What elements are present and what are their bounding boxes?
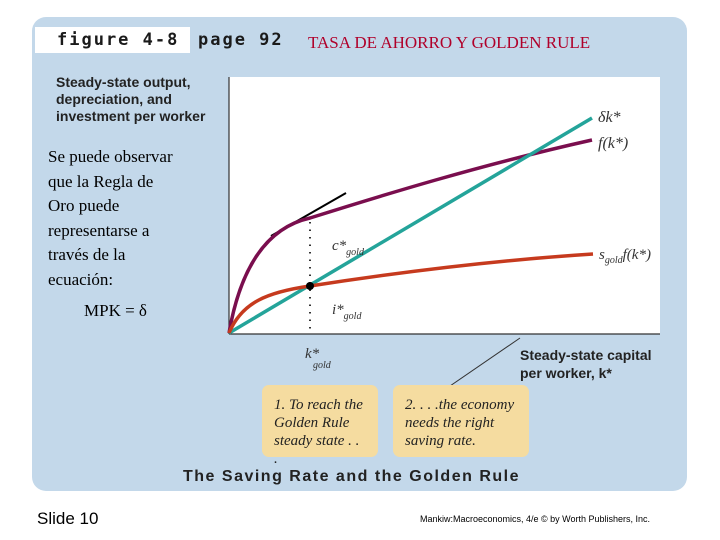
investment-label: sgoldf(k*) [599, 247, 651, 266]
slide-title: TASA DE AHORRO Y GOLDEN RULE [308, 33, 591, 52]
production-label: f(k*) [598, 135, 628, 152]
note-line: que la Regla de [48, 171, 154, 191]
callout-reach-golden-rule: 1. To reach the Golden Rule steady state… [262, 385, 378, 467]
intersection-point [306, 282, 314, 290]
note-line: Oro puede [48, 196, 120, 215]
depreciation-line [228, 116, 593, 335]
callout-line: Golden Rule [274, 415, 350, 431]
figure-caption: The Saving Rate and the Golden Rule [183, 468, 520, 485]
note-line: representarse a [48, 220, 150, 240]
callout-line: 1. To reach the [274, 397, 363, 413]
investment-symbol: i* [332, 302, 344, 318]
y-axis-label: Steady-state output, depreciation, and i… [56, 74, 231, 125]
explanation-note: Se puede observar que la Regla de Oro pu… [48, 145, 218, 292]
depreciation-label: δk* [598, 109, 621, 126]
x-axis-label-line: per worker, k* [520, 365, 612, 381]
investment-label-prefix: s [599, 247, 605, 263]
page-tag: page 92 [198, 30, 284, 50]
investment-curve [227, 252, 594, 334]
callout-saving-rate: 2. . . .the economy needs the right savi… [393, 385, 529, 457]
golden-rule-equation: MPK = δ [84, 301, 147, 320]
k-gold-symbol: k* [305, 346, 320, 362]
investment-label-sub: gold [605, 255, 624, 266]
investment-label-suffix: f(k*) [623, 247, 651, 263]
slide-number: Slide 10 [37, 509, 99, 528]
y-axis-label-line: depreciation, and [56, 91, 172, 107]
consumption-symbol: c* [332, 238, 347, 254]
consumption-gold-label: c*gold [332, 238, 365, 258]
callout-pointer-line [449, 337, 521, 387]
consumption-sub: gold [346, 247, 365, 258]
investment-sub: gold [344, 311, 363, 322]
k-gold-label: k* gold [305, 346, 332, 371]
figure-tag: figure 4-8 [35, 27, 190, 53]
x-axis-label-line: Steady-state capital [520, 347, 652, 363]
y-axis-label-line: Steady-state output, [56, 74, 191, 90]
production-curve [227, 138, 593, 334]
x-axis-label: Steady-state capital per worker, k* [520, 346, 652, 382]
callout-line: steady state . . . [274, 433, 360, 467]
investment-gold-label: i*gold [332, 302, 362, 322]
k-gold-sub: gold [313, 360, 332, 371]
note-line: ecuación: [48, 269, 114, 289]
note-line: través de la [48, 245, 126, 264]
note-line: Se puede observar [48, 147, 173, 166]
publisher-credit: Mankiw:Macroeconomics, 4/e © by Worth Pu… [420, 514, 651, 524]
callout-line: saving rate. [405, 433, 476, 449]
callout-line: 2. . . .the economy [405, 397, 515, 413]
y-axis-label-line: investment per worker [56, 108, 206, 124]
callout-line: needs the right [405, 415, 495, 431]
